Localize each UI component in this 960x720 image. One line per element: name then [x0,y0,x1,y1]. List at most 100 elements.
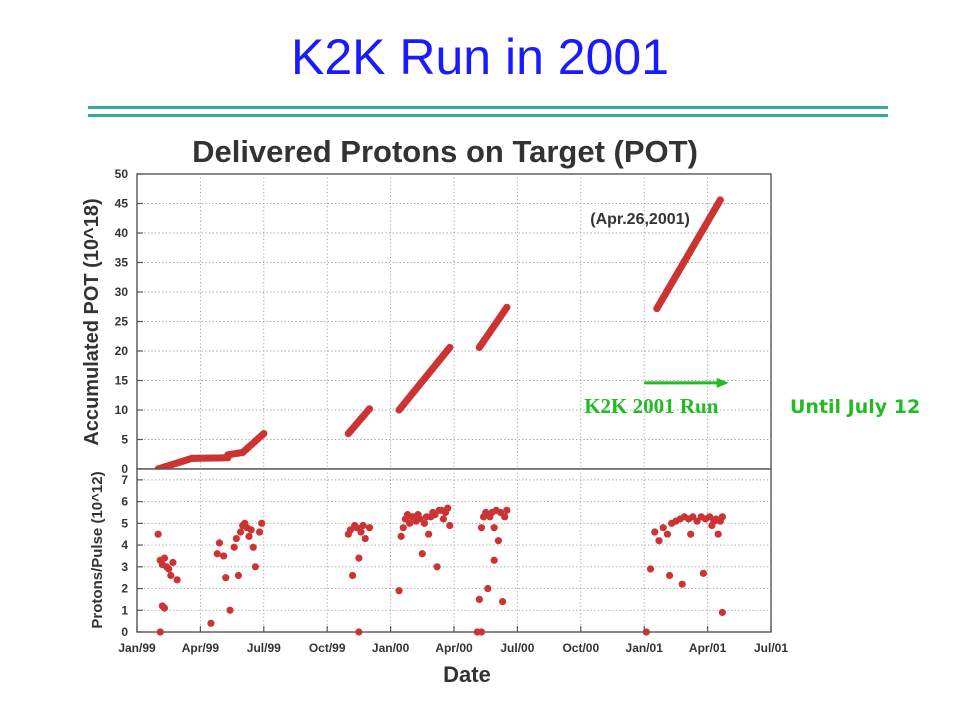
pulse-point [490,556,498,564]
pulse-point [355,628,363,636]
pulse-point [503,506,511,514]
pot-point [446,343,454,352]
y-tick-label: 25 [115,315,129,329]
y-tick-label: 40 [115,226,129,240]
pulse-point [226,606,234,614]
y-tick-label: 5 [121,433,128,447]
pulse-point [501,513,509,521]
pulse-point [247,526,255,534]
x-tick-label: Jan/99 [118,641,156,655]
bottom-panel: 0 1 2 3 4 5 6 7 Jan/99 Apr/99 Jul/99 Oct/99 Jan/00 A… [89,468,788,687]
pulse-point [395,587,403,595]
pulse-point [678,580,686,588]
pulse-point [359,521,367,530]
run-arrow-head [716,377,729,388]
pulse-point [258,519,266,527]
pulse-point [494,537,502,545]
slide-title: K2K Run in 2001 [290,29,670,85]
pulse-point [651,528,659,536]
x-tick-label: Apr/00 [435,641,473,655]
pulse-point [477,628,486,636]
y-tick-label: 30 [115,285,129,299]
y-tick-label: 20 [115,344,129,358]
y-tick-label: 0 [121,625,128,639]
pot-point [716,196,724,204]
pulse-point [444,504,452,512]
y-tick-label: 10 [115,403,129,417]
pulse-point [397,532,405,540]
pulse-point [357,528,365,536]
x-tick-label: Jan/00 [372,641,410,655]
pulse-point [699,569,707,577]
bottom-panel-frame [136,468,772,633]
pulse-point [222,574,230,582]
pulse-point [355,554,363,562]
title-rule-top [88,106,888,109]
x-tick-label: Jul/99 [247,641,281,655]
pulse-point [236,528,245,536]
x-tick-label: Jul/01 [754,641,788,655]
pot-point [365,405,374,413]
top-panel: 0 5 10 15 20 25 30 35 40 45 50 Accumulated POT (10… [81,167,772,476]
y-tick-label: 6 [121,495,128,509]
bottom-y-axis-label: Protons/Pulse (10^12) [89,471,106,628]
pulse-point [655,537,663,545]
y-tick-label: 50 [115,167,129,181]
pot-chart: Delivered Protons on Target (POT) 051015… [81,134,788,687]
y-tick-label: 4 [121,538,128,552]
pulse-point [425,530,433,538]
pulse-point [255,528,264,536]
pulse-point [167,571,175,580]
pulse-point [406,519,414,527]
pulse-point [232,534,240,543]
pulse-point [249,543,257,551]
pulse-point [173,576,181,584]
pulse-point [418,550,426,558]
pulse-point [365,524,374,532]
pulse-point [215,539,224,547]
pulse-point [484,584,492,593]
pulse-point [499,597,507,606]
y-tick-label: 7 [121,473,128,487]
y-tick-label: 1 [121,603,128,617]
pulse-point [160,604,169,612]
pulse-point [420,519,429,527]
run-annotation: K2K 2001 Run [584,394,719,418]
x-tick-label: Oct/99 [309,641,346,655]
y-tick-label: 5 [121,516,128,530]
pulse-point [433,563,441,571]
date-annotation: (Apr.26,2001) [590,211,690,228]
pulse-point [665,571,674,580]
y-tick-label: 15 [115,374,129,388]
pulse-point [348,571,357,580]
x-tick-label: Jan/01 [626,641,664,655]
pulse-point [663,530,672,538]
pulse-point [213,550,221,558]
pulse-point [160,554,169,562]
chart-title: Delivered Protons on Target (POT) [192,134,698,169]
x-tick-label: Oct/00 [562,641,599,655]
x-axis-label: Date [443,662,491,687]
x-tick-label: Apr/01 [689,641,727,655]
pulse-point [718,608,726,617]
pulse-point [245,532,253,540]
pulse-point [220,552,228,560]
pulse-point [251,563,259,571]
top-y-axis-label: Accumulated POT (10^18) [81,198,103,445]
x-tick-label: Jul/00 [500,641,534,655]
pulse-point [477,524,486,532]
pulse-point [718,513,726,521]
pulse-point [439,515,448,523]
y-tick-label: 45 [115,197,129,211]
pulse-point [230,543,238,551]
pot-point [260,430,268,438]
pulse-point [446,521,454,530]
pulse-point [361,534,369,543]
side-note: Until July 12 [790,396,921,418]
pulse-point [234,571,243,580]
y-tick-label: 0 [121,462,128,476]
pulse-point [154,530,162,538]
pulse-point [165,565,173,573]
pulse-point [659,524,667,532]
pulse-point [475,595,483,603]
